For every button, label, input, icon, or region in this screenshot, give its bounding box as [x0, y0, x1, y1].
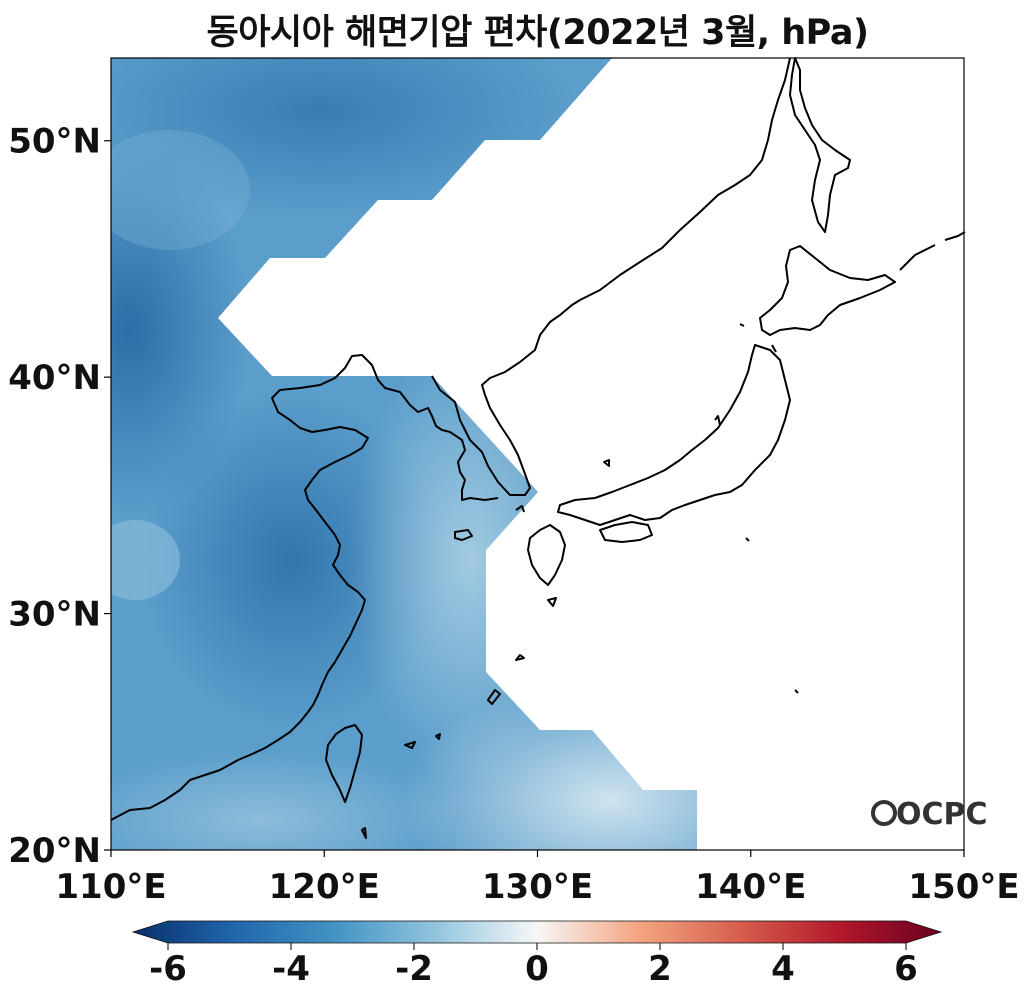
lon-tick-label: 130°E: [482, 867, 593, 907]
pressure-anomaly-field: [111, 58, 697, 850]
korean-peninsula: [431, 299, 581, 496]
okinawa: [487, 689, 501, 705]
lon-tick-label: 140°E: [695, 867, 806, 907]
colorbar-tick-label: -6: [149, 949, 187, 989]
colorbar-ticks: -6 -4 -2 0 2 4 6: [149, 943, 918, 989]
small-islet-9: [603, 459, 610, 467]
small-islet-5: [745, 537, 750, 542]
sakhalin-coast-east: [899, 244, 936, 271]
russia-coastline: [579, 57, 791, 301]
kuril-fragment: [944, 231, 966, 241]
colorbar-bar: [131, 920, 943, 944]
small-islet-8: [739, 323, 745, 327]
colorbar-tick-label: -2: [395, 949, 433, 989]
colorbar-tick-label: 4: [771, 949, 795, 989]
ocpc-logo-icon: [871, 800, 897, 826]
lat-tick-label: 50°N: [8, 122, 101, 162]
latitude-axis: 20°N 30°N 40°N 50°N: [8, 122, 111, 871]
small-islet-1: [404, 741, 416, 749]
ryukyu-islet-1: [515, 654, 525, 661]
lat-tick-label: 20°N: [8, 831, 101, 871]
hokkaido: [759, 245, 896, 336]
shikoku: [599, 521, 653, 543]
lon-tick-label: 110°E: [55, 867, 166, 907]
colorbar-tick-label: -4: [272, 949, 310, 989]
ocpc-logo: OCPC: [871, 797, 988, 832]
small-islet-7: [771, 344, 777, 353]
coastlines: [110, 57, 966, 839]
lon-tick-label: 150°E: [908, 867, 1019, 907]
colorbar-tick-label: 6: [894, 949, 918, 989]
kyushu: [527, 524, 566, 586]
ocpc-logo-text: OCPC: [896, 797, 988, 832]
lat-tick-label: 40°N: [8, 358, 101, 398]
colorbar: -6 -4 -2 0 2 4 6: [131, 920, 943, 989]
page-title: 동아시아 해면기압 편차(2022년 3월, hPa): [206, 13, 869, 53]
taiwan: [325, 724, 363, 803]
china-coastline: [110, 354, 499, 821]
small-islet-3: [361, 827, 367, 839]
small-islet-11: [515, 505, 525, 513]
honshu: [557, 344, 791, 526]
longitude-axis: 110°E 120°E 130°E 140°E 150°E: [55, 850, 1020, 907]
colorbar-tick-label: 2: [648, 949, 672, 989]
small-islet-10: [547, 597, 557, 607]
sakhalin: [789, 57, 851, 233]
small-islet-4: [794, 689, 799, 694]
small-islet-6: [714, 415, 721, 426]
jeju-island: [454, 529, 473, 541]
colorbar-tick-label: 0: [525, 949, 549, 989]
small-islet-2: [435, 733, 441, 740]
lon-tick-label: 120°E: [269, 867, 380, 907]
lat-tick-label: 30°N: [8, 595, 101, 635]
